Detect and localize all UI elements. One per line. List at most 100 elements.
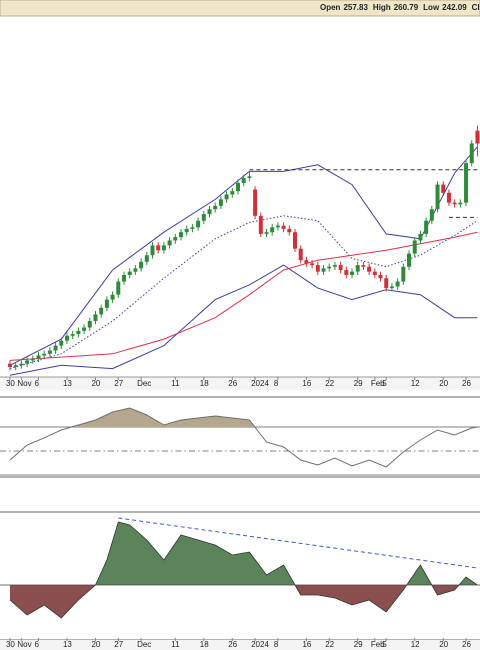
candle-body <box>70 334 75 336</box>
x-tick-label: 13 <box>63 379 72 388</box>
x-tick-label: Nov <box>17 640 31 649</box>
candle-body <box>110 294 115 300</box>
candle-body <box>139 261 144 269</box>
candle-body <box>275 225 280 228</box>
candle-body <box>469 143 474 164</box>
x-tick-label: Dec <box>137 379 151 388</box>
candle-body <box>156 245 161 251</box>
candle-body <box>446 192 451 203</box>
candle-body <box>178 232 183 238</box>
indicator-line <box>9 407 478 468</box>
candle-body <box>133 268 138 272</box>
candle-body <box>389 286 394 289</box>
axis-strip <box>0 377 480 390</box>
candle-body <box>287 228 292 233</box>
candle-body <box>82 327 87 331</box>
candle-body <box>64 335 69 341</box>
x-tick-label: Dec <box>137 640 151 649</box>
x-tick-label: 11 <box>171 379 180 388</box>
x-tick-label: 27 <box>114 379 123 388</box>
candle-body <box>47 350 52 354</box>
indicator-line <box>9 231 478 361</box>
x-tick-label: 20 <box>439 640 448 649</box>
candle-body <box>293 232 298 249</box>
x-tick-label: 8 <box>274 640 279 649</box>
candle-body <box>458 202 463 205</box>
candle-body <box>344 270 349 275</box>
candle-body <box>144 255 149 262</box>
candle-body <box>378 274 383 279</box>
candle-body <box>36 355 41 359</box>
candle-body <box>150 245 155 256</box>
candle-body <box>281 225 286 229</box>
candle-body <box>207 209 212 215</box>
x-tick-label: 20 <box>91 379 100 388</box>
x-tick-label: 2024 <box>251 379 269 388</box>
candle-body <box>247 176 252 178</box>
label: Low <box>423 3 440 12</box>
candle-body <box>355 265 360 272</box>
x-tick-label: 22 <box>325 379 334 388</box>
x-tick-label: 29 <box>354 379 363 388</box>
x-tick-label: 26 <box>228 379 237 388</box>
x-tick-label: 27 <box>114 640 123 649</box>
indicator-line <box>9 264 478 376</box>
candle-body <box>372 271 377 275</box>
candle-body <box>236 182 241 192</box>
candle-body <box>127 271 132 275</box>
x-tick-label: 20 <box>439 379 448 388</box>
candle-body <box>418 233 423 241</box>
candle-body <box>230 191 235 195</box>
candle-body <box>213 205 218 210</box>
x-tick-label: 20 <box>91 640 100 649</box>
candle-body <box>367 266 372 272</box>
candle-body <box>42 353 47 356</box>
x-tick-label: 29 <box>354 640 363 649</box>
candle-body <box>452 202 457 205</box>
candle-body <box>401 266 406 282</box>
candle-body <box>464 163 469 203</box>
candle-body <box>167 240 172 246</box>
candle-body <box>310 263 315 266</box>
candle-body <box>361 265 366 267</box>
x-tick-label: Nov <box>17 379 31 388</box>
candle-body <box>93 314 98 321</box>
candle-body <box>173 237 178 241</box>
x-tick-label: 12 <box>411 640 420 649</box>
candle-body <box>384 278 389 289</box>
candle-body <box>407 253 412 267</box>
trend-line <box>118 517 478 569</box>
candle-body <box>264 232 269 234</box>
x-tick-label: 6 <box>34 640 39 649</box>
candle-body <box>184 228 189 233</box>
x-tick-label: 5 <box>382 379 387 388</box>
x-tick-label: 18 <box>200 379 209 388</box>
value: 260.79 <box>394 3 419 12</box>
x-tick-label: 13 <box>63 640 72 649</box>
x-tick-label: 26 <box>462 640 471 649</box>
candle-body <box>116 281 121 295</box>
x-tick-label: 11 <box>171 640 180 649</box>
x-tick-label: 26 <box>228 640 237 649</box>
x-tick-label: 30 <box>6 640 15 649</box>
candle-body <box>59 340 64 346</box>
candle-body <box>424 220 429 234</box>
overbought-fill <box>9 408 478 427</box>
candle-body <box>30 358 35 361</box>
candle-body <box>7 363 12 367</box>
value: 242.09 <box>442 3 467 12</box>
candle-body <box>253 189 258 216</box>
area-outline <box>9 521 478 619</box>
x-tick-label: 22 <box>325 640 334 649</box>
candle-body <box>475 130 480 144</box>
panel-frame <box>0 396 480 478</box>
candle-body <box>76 330 81 335</box>
candle-body <box>327 266 332 269</box>
candle-body <box>298 248 303 261</box>
area-positive <box>9 522 478 585</box>
candle-body <box>161 245 166 251</box>
area-negative <box>9 585 478 618</box>
x-tick-label: Feb <box>371 379 385 388</box>
